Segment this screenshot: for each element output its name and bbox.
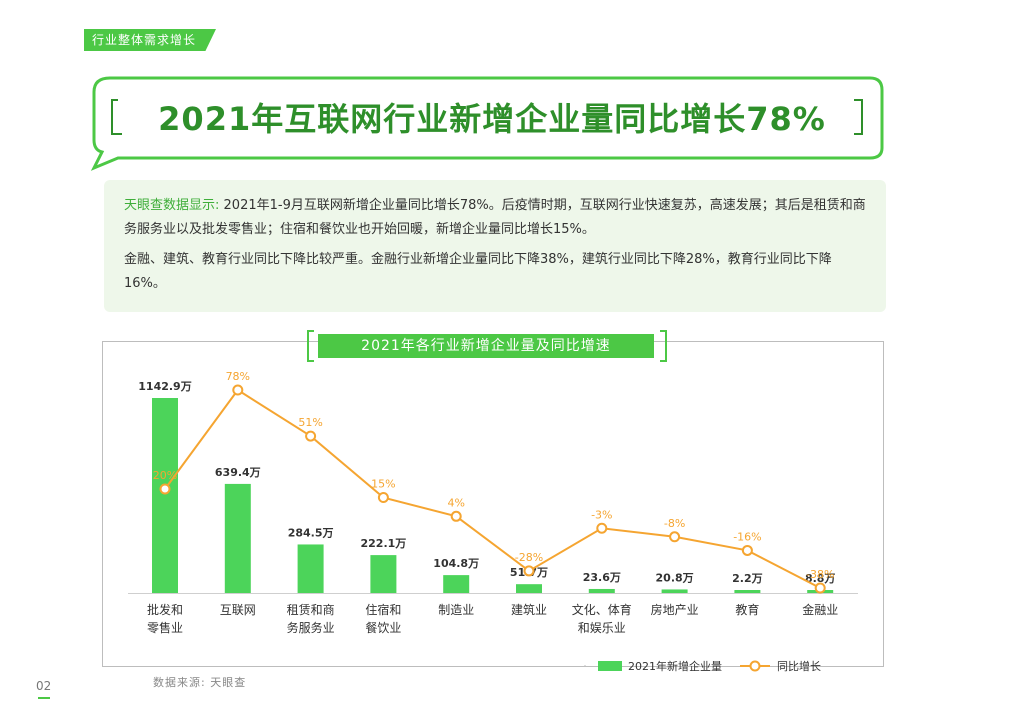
bar-8: [734, 590, 761, 593]
chart-title-bracket-left: [307, 330, 314, 362]
category-label-6-1: 和娱乐业: [578, 621, 626, 635]
bar-7: [661, 589, 688, 593]
growth-point-4: [450, 510, 462, 522]
section-tag: 行业整体需求增长: [84, 29, 216, 51]
growth-label-7: -8%: [664, 517, 685, 530]
category-label-3-1: 餐饮业: [365, 620, 401, 635]
summary-box: 天眼查数据显示: 2021年1-9月互联网新增企业量同比增长78%。后疫情时期，…: [104, 180, 886, 312]
chart-title-bracket-right: [660, 330, 667, 362]
growth-label-6: -3%: [591, 508, 612, 521]
category-label-2-1: 务服务业: [287, 620, 335, 635]
bar-label-4: 104.8万: [433, 557, 479, 570]
growth-point-2: [305, 430, 317, 442]
bar-label-9: 8.8万: [805, 572, 836, 585]
legend-line-marker: [749, 660, 761, 672]
page-number: 02: [36, 679, 52, 693]
bar-5: [516, 584, 542, 593]
growth-point-1: [232, 384, 244, 396]
growth-point-8: [741, 544, 753, 556]
summary-paragraph-2: 金融、建筑、教育行业同比下降比较严重。金融行业新增企业量同比下降38%，建筑行业…: [124, 252, 832, 291]
growth-label-0: 20%: [153, 469, 177, 482]
category-label-0-0: 批发和: [147, 602, 183, 617]
legend-bar-swatch: [598, 661, 622, 671]
growth-point-9: [814, 582, 826, 594]
growth-point-0: [159, 483, 171, 495]
growth-point-5: [523, 565, 535, 577]
summary-paragraph-1: 天眼查数据显示: 2021年1-9月互联网新增企业量同比增长78%。后疫情时期，…: [124, 194, 866, 242]
category-label-9-0: 金融业: [802, 602, 838, 617]
category-label-8-0: 教育: [735, 602, 759, 617]
category-label-2-0: 租赁和商: [287, 602, 335, 617]
legend-line-label: 同比增长: [777, 659, 821, 673]
bar-0: [152, 398, 178, 593]
category-label-7-0: 房地产业: [651, 602, 699, 617]
growth-label-2: 51%: [298, 416, 322, 429]
growth-label-9: -38%: [806, 568, 834, 581]
bar-label-0: 1142.9万: [138, 380, 191, 393]
growth-label-8: -16%: [733, 530, 761, 543]
bar-2: [297, 544, 324, 593]
page-title: 2021年互联网行业新增企业量同比增长78%: [158, 100, 826, 138]
summary-text-1: 2021年1-9月互联网新增企业量同比增长78%。后疫情时期，互联网行业快速复苏…: [124, 198, 866, 237]
bar-6: [588, 588, 615, 593]
growth-label-1: 78%: [226, 370, 250, 383]
category-label-0-1: 零售业: [147, 620, 183, 635]
bar-4: [443, 575, 470, 593]
growth-label-5: -28%: [515, 551, 543, 564]
bar-label-3: 222.1万: [361, 537, 407, 550]
growth-point-6: [596, 522, 608, 534]
growth-point-3: [377, 492, 389, 504]
category-label-4-0: 制造业: [438, 603, 474, 617]
category-label-6-0: 文化、体育: [572, 602, 632, 617]
summary-source-label: 天眼查数据显示:: [124, 198, 220, 213]
bar-3: [370, 555, 397, 593]
bar-1: [224, 483, 251, 593]
headline-frame: [90, 76, 884, 171]
growth-label-4: 4%: [447, 496, 464, 509]
chart-title: 2021年各行业新增企业量及同比增速: [318, 334, 654, 358]
legend-bar-label: 2021年新增企业量: [628, 659, 722, 673]
category-label-1-0: 互联网: [220, 603, 256, 617]
growth-point-7: [669, 531, 681, 543]
bar-label-8: 2.2万: [732, 572, 763, 585]
bar-label-6: 23.6万: [583, 571, 621, 584]
data-source: 数据来源: 天眼查: [153, 676, 247, 689]
growth-line: [164, 388, 821, 589]
category-label-3-0: 住宿和: [365, 602, 401, 617]
bar-label-2: 284.5万: [288, 526, 334, 539]
bar-label-7: 20.8万: [656, 571, 694, 584]
growth-label-3: 15%: [371, 478, 395, 491]
category-label-5-0: 建筑业: [511, 602, 547, 617]
bar-label-1: 639.4万: [215, 466, 261, 479]
page-number-underline: [38, 697, 50, 699]
